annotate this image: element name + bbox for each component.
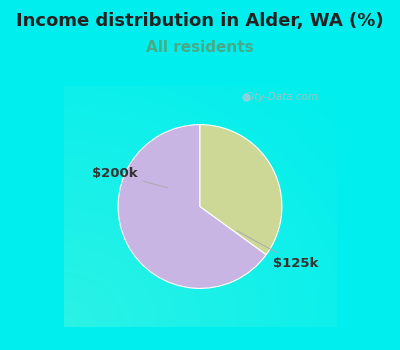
Text: $200k: $200k (92, 167, 168, 188)
Wedge shape (200, 125, 282, 255)
Text: Income distribution in Alder, WA (%): Income distribution in Alder, WA (%) (16, 12, 384, 30)
Text: $125k: $125k (237, 231, 319, 270)
Text: City-Data.com: City-Data.com (245, 92, 319, 102)
Wedge shape (118, 125, 266, 288)
Text: All residents: All residents (146, 40, 254, 55)
